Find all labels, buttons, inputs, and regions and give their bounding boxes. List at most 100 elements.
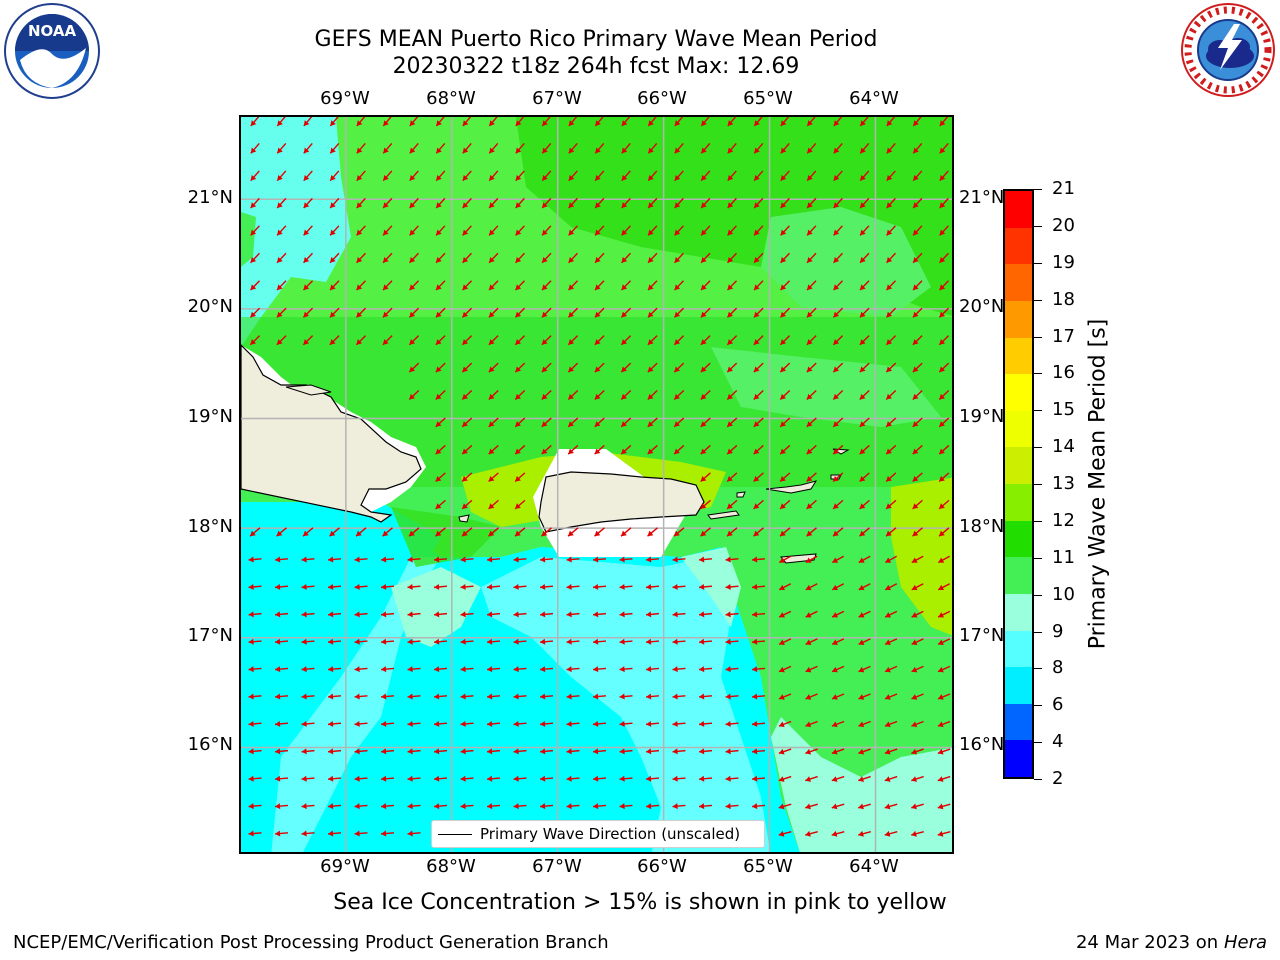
wave-arrow (700, 417, 711, 428)
colorbar-segment (1005, 410, 1032, 448)
wave-arrow (567, 280, 579, 291)
wave-arrow (779, 417, 791, 428)
wave-arrow (619, 748, 633, 755)
wave-arrow (779, 499, 791, 510)
island-mona (458, 514, 470, 523)
wave-arrow (645, 693, 660, 700)
wave-arrow (488, 362, 499, 373)
wave-arrow (567, 527, 579, 537)
wave-arrow (937, 693, 951, 700)
wave-arrow (725, 775, 739, 782)
wave-arrow (433, 748, 448, 755)
wave-arrow (778, 830, 792, 837)
wave-arrow (698, 775, 713, 782)
wave-arrow (301, 556, 315, 563)
wave-arrow (778, 693, 792, 700)
wave-arrow (645, 583, 660, 590)
wave-arrow (778, 555, 792, 564)
wave-arrow (647, 252, 658, 264)
wave-arrow (354, 720, 368, 727)
wave-arrow (833, 252, 843, 264)
wave-arrow (462, 197, 472, 209)
wave-arrow (329, 307, 340, 318)
wave-arrow (725, 583, 739, 590)
wave-arrow (859, 335, 870, 346)
colorbar-segment (1005, 191, 1032, 228)
wave-arrow (539, 720, 554, 727)
wave-arrow (698, 556, 713, 563)
wave-arrow (407, 638, 421, 645)
wave-arrow (700, 225, 711, 236)
wave-arrow (541, 280, 552, 291)
wave-arrow (939, 170, 949, 182)
wave-arrow (938, 307, 950, 318)
wave-arrow (488, 335, 499, 346)
wave-arrow (515, 117, 525, 127)
wave-arrow (938, 499, 950, 510)
wave-arrow (674, 252, 684, 264)
wave-arrow (621, 117, 631, 127)
wave-arrow (301, 720, 315, 727)
colorbar-tick-label: 21 (1052, 178, 1075, 199)
wave-arrow (276, 252, 287, 264)
wave-arrow (486, 693, 501, 700)
wave-arrow (937, 775, 951, 782)
wave-arrow (539, 775, 554, 782)
wave-arrow (698, 638, 713, 645)
wave-arrow (647, 143, 658, 154)
wave-arrow (700, 472, 711, 483)
wave-arrow (382, 117, 392, 127)
wave-arrow (938, 444, 950, 455)
wave-arrow (911, 830, 924, 837)
footer-credit: NCEP/EMC/Verification Post Processing Pr… (13, 932, 609, 953)
wave-arrow (778, 583, 792, 591)
wave-arrow (327, 611, 342, 618)
colorbar-segment (1005, 300, 1032, 338)
wave-arrow (673, 280, 685, 291)
island-culebra (736, 491, 746, 498)
wave-arrow (805, 665, 818, 673)
lon-tick-bottom: 68°W (426, 856, 476, 877)
wave-arrow (274, 583, 289, 590)
wave-arrow (435, 280, 446, 291)
wave-arrow (619, 720, 633, 727)
wave-arrow (435, 444, 446, 455)
wave-arrow (354, 666, 368, 673)
wave-arrow (912, 527, 923, 537)
wave-arrow (382, 225, 393, 236)
wave-arrow (274, 666, 289, 673)
wave-arrow (407, 693, 421, 700)
wave-arrow (700, 170, 711, 182)
wave-arrow (780, 143, 790, 154)
wave-arrow (488, 307, 499, 318)
wave-arrow (859, 280, 870, 291)
wave-arrow (382, 307, 393, 318)
wave-arrow (700, 499, 711, 510)
wave-arrow (248, 583, 262, 590)
wave-arrow (647, 444, 658, 455)
lon-tick-top: 69°W (320, 88, 370, 109)
wave-arrow (514, 307, 526, 318)
wave-arrow (513, 611, 527, 618)
wave-arrow (539, 666, 554, 673)
wave-arrow (541, 362, 552, 373)
wave-arrow (832, 417, 844, 428)
wave-arrow (647, 527, 658, 537)
wave-arrow (327, 638, 342, 645)
wave-arrow (858, 555, 871, 564)
wave-arrow (751, 803, 766, 810)
wave-arrow (832, 335, 844, 346)
wave-arrow (460, 556, 474, 563)
wave-arrow (938, 417, 950, 428)
wave-arrow (380, 611, 395, 618)
wave-arrow (274, 638, 289, 645)
wave-arrow (859, 252, 870, 264)
wave-arrow (619, 638, 633, 645)
wave-arrow (354, 556, 368, 563)
wave-arrow (805, 830, 818, 837)
colorbar-tick (1034, 668, 1042, 670)
wave-arrow (327, 556, 342, 563)
wave-arrow (884, 583, 898, 591)
wave-arrow (858, 803, 871, 810)
wave-arrow (329, 197, 340, 209)
